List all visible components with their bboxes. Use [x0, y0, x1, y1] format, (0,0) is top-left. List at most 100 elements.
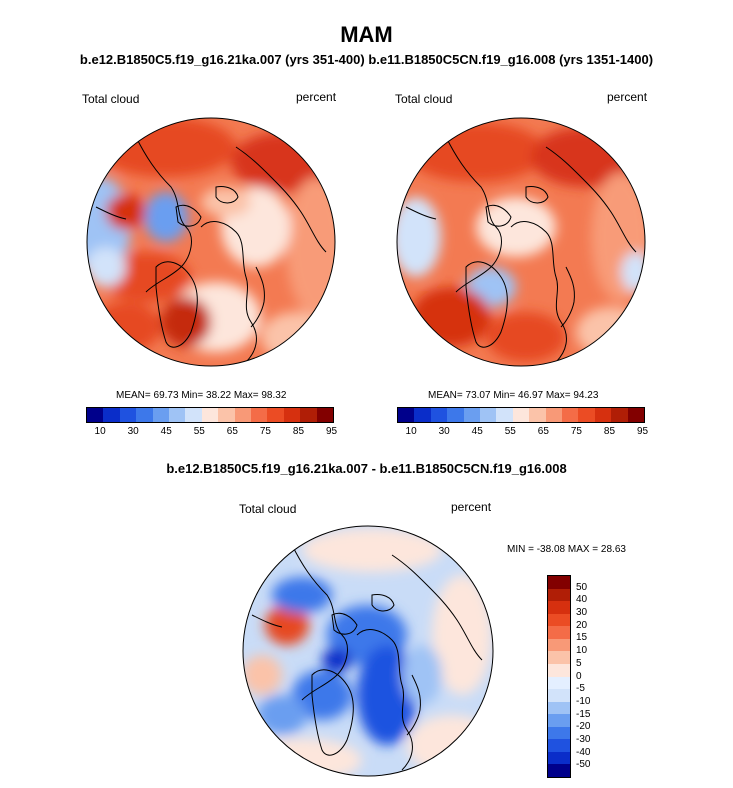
panel1-stats: MEAN= 69.73 Min= 38.22 Max= 98.32	[116, 390, 287, 401]
panel1-colorbar-tick-label: 75	[259, 426, 271, 437]
panel3-colorbar-swatch	[548, 626, 570, 639]
panel3-colorbar-tick-label: 10	[576, 645, 588, 657]
panel3-colorbar-swatch	[548, 663, 570, 677]
panel3-colorbar-tick-label: 0	[576, 670, 582, 682]
panel2-units-label: percent	[607, 90, 648, 104]
figure-title: MAM	[340, 22, 393, 47]
panel1-colorbar-tick-label: 30	[127, 426, 139, 437]
panel2-colorbar-swatch	[480, 408, 497, 422]
panel1-colorbar-swatch	[169, 408, 186, 422]
panel2-polar-map	[396, 117, 646, 367]
panel3-colorbar-tick-label: 5	[576, 657, 582, 669]
panel2-colorbar-swatch	[463, 408, 481, 422]
panel3-colorbar-swatch	[548, 676, 570, 690]
subtitle-left: b.e12.B1850C5.f19_g16.21ka.007 (yrs 351-…	[79, 52, 365, 67]
panel1-colorbar-swatch	[251, 408, 268, 422]
panel3-colorbar-tick-label: 30	[576, 607, 588, 619]
panel2-colorbar-tick-label: 45	[471, 426, 483, 437]
panel2-colorbar-tick-label: 55	[504, 426, 516, 437]
panel1-coastlines	[95, 136, 327, 363]
panel1-colorbar-swatch	[119, 408, 137, 422]
panel1-colorbar-swatch	[87, 408, 104, 422]
panel1-colorbar-tick-label: 55	[193, 426, 205, 437]
panel2-colorbar-swatch	[594, 408, 612, 422]
panel1-colorbar-ticks: 10 30 45 55 65 75 85 95	[86, 426, 338, 440]
panel2-colorbar-swatch	[496, 408, 513, 422]
panel1-polar-map	[86, 117, 336, 367]
subtitle: b.e12.B1850C5.f19_g16.21ka.007 (yrs 351-…	[0, 52, 733, 67]
difference-title: b.e12.B1850C5.f19_g16.21ka.007 - b.e11.B…	[166, 461, 567, 476]
panel3-difference-map	[242, 525, 494, 777]
panel3-variable-label: Total cloud	[239, 502, 297, 516]
panel3-colorbar-swatch	[548, 601, 570, 614]
panel1-colorbar-swatch	[267, 408, 284, 422]
panel3-coastlines	[251, 544, 483, 771]
panel1-colorbar-swatch	[316, 408, 334, 422]
panel1-colorbar-swatch	[283, 408, 301, 422]
panel3-map-border	[242, 525, 494, 777]
panel1-colorbar-swatch	[218, 408, 235, 422]
panel2-colorbar-swatch	[414, 408, 431, 422]
panel1-colorbar-swatch	[300, 408, 317, 422]
panel3-colorbar-swatch	[548, 651, 570, 664]
subtitle-right: b.e11.B1850C5CN.f19_g16.008 (yrs 1351-14…	[368, 52, 654, 67]
panel2-colorbar-swatch	[627, 408, 645, 422]
panel2-colorbar-swatch	[430, 408, 448, 422]
panel3-colorbar	[547, 575, 571, 778]
panel3-colorbar-ticks: 50 40 30 20 15 10 5 0 -5 -10 -15 -20 -30 -40 -50	[576, 575, 616, 778]
panel1-colorbar-tick-label: 10	[94, 426, 106, 437]
panel2-colorbar-tick-label: 75	[570, 426, 582, 437]
panel3-colorbar-swatch	[548, 764, 570, 777]
panel2-colorbar-tick-label: 85	[603, 426, 616, 437]
panel3-colorbar-tick-label: -20	[576, 721, 591, 733]
panel1-colorbar-tick-label: 95	[326, 426, 338, 437]
panel3-colorbar-swatch	[548, 751, 570, 765]
panel2-colorbar-tick-label: 95	[637, 426, 649, 437]
panel2-colorbar-swatch	[398, 408, 415, 422]
panel1-units-label: percent	[296, 90, 337, 104]
panel3-colorbar-tick-label: -30	[576, 733, 591, 745]
panel1-colorbar-swatch	[103, 408, 120, 422]
panel2-variable-label: Total cloud	[395, 92, 453, 106]
panel2-colorbar-swatch	[512, 408, 530, 422]
panel1-colorbar-tick-label: 85	[292, 426, 305, 437]
panel2-colorbar-swatch	[529, 408, 546, 422]
panel3-colorbar-tick-label: 50	[576, 581, 588, 593]
panel3-units-label: percent	[451, 500, 492, 514]
panel2-colorbar-swatch	[545, 408, 563, 422]
panel3-colorbar-swatch	[548, 638, 570, 652]
panel1-colorbar-swatch	[152, 408, 170, 422]
panel3-colorbar-swatch	[548, 588, 570, 602]
panel3-stats: MIN = -38.08 MAX = 28.63	[507, 544, 626, 555]
panel3-colorbar-tick-label: 40	[576, 594, 588, 606]
panel3-colorbar-swatch	[548, 689, 570, 702]
panel2-colorbar-swatch	[447, 408, 464, 422]
panel1-colorbar-swatch	[185, 408, 202, 422]
panel3-colorbar-swatch	[548, 701, 570, 715]
panel1-colorbar-tick-label: 45	[160, 426, 172, 437]
panel1-variable-label: Total cloud	[82, 92, 140, 106]
panel1-colorbar	[86, 407, 334, 423]
panel3-colorbar-tick-label: -5	[576, 683, 585, 695]
panel3-colorbar-swatch	[548, 613, 570, 627]
panel1-colorbar-swatch	[234, 408, 252, 422]
panel2-map-border	[396, 117, 646, 367]
panel1-colorbar-tick-label: 65	[226, 426, 238, 437]
panel3-colorbar-swatch	[548, 714, 570, 727]
panel3-colorbar-swatch	[548, 726, 570, 740]
panel3-colorbar-tick-label: 15	[576, 632, 588, 644]
panel3-colorbar-tick-label: -50	[576, 759, 591, 771]
panel2-coastlines	[405, 136, 637, 363]
panel2-colorbar-swatch	[578, 408, 595, 422]
panel2-stats: MEAN= 73.07 Min= 46.97 Max= 94.23	[428, 390, 599, 401]
panel3-colorbar-swatch	[548, 576, 570, 589]
panel3-colorbar-swatch	[548, 739, 570, 752]
panel3-colorbar-tick-label: 20	[576, 619, 588, 631]
panel2-colorbar-tick-label: 65	[537, 426, 549, 437]
panel3-colorbar-tick-label: -40	[576, 746, 591, 758]
panel2-colorbar-swatch	[562, 408, 579, 422]
panel3-colorbar-tick-label: -10	[576, 695, 591, 707]
panel2-colorbar-ticks: 10 30 45 55 65 75 85 95	[397, 426, 649, 440]
panel1-map-border	[86, 117, 336, 367]
panel1-cloud-field	[87, 118, 335, 362]
